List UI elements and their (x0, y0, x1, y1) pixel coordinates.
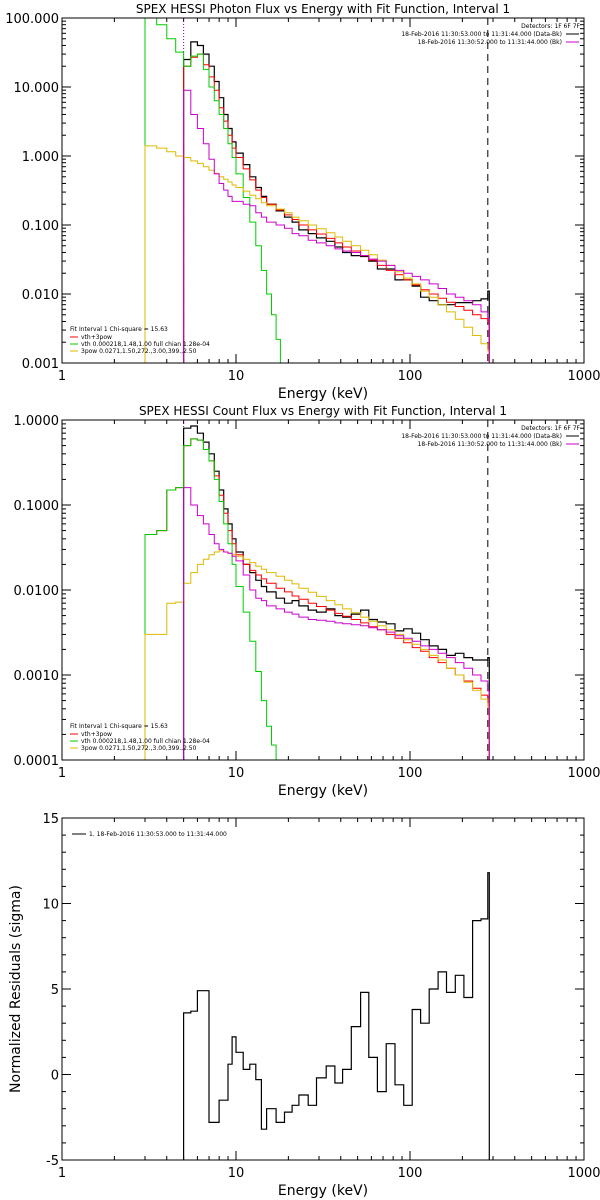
plot-frame (61, 419, 585, 761)
y-tick-label: 15 (42, 812, 59, 827)
chart-title: SPEX HESSI Photon Flux vs Energy with Fi… (136, 2, 510, 16)
y-axis-label: Normalized Residuals (sigma) (8, 885, 24, 1093)
series-vth-3pow (183, 53, 490, 363)
series-data-bk (183, 41, 490, 363)
chart-title: SPEX HESSI Count Flux vs Energy with Fit… (139, 404, 507, 418)
series-bk (183, 487, 490, 760)
top-legend-entry: 18-Feb-2016 11:30:53.000 to 11:31:44.000… (401, 433, 562, 440)
x-tick-label: 100 (398, 1166, 423, 1181)
top-legend-entry: 18-Feb-2016 11:30:52.000 to 11:31:44.000… (418, 39, 562, 46)
x-axis-label: Energy (keV) (278, 386, 368, 402)
top-legend-entry: 18-Feb-2016 11:30:52.000 to 11:31:44.000… (418, 441, 562, 448)
series-data-bk (183, 425, 490, 760)
fit-legend-header: Fit Interval 1 Chi-square = 15.63 (70, 723, 168, 730)
y-tick-label: -5 (46, 1154, 59, 1169)
detectors-label: Detectors: 1F 6F 7F (521, 425, 580, 432)
chart-panel-2: SPEX HESSI Count Flux vs Energy with Fit… (14, 404, 600, 799)
detectors-label: Detectors: 1F 6F 7F (521, 23, 580, 30)
x-tick-label: 1000 (567, 1166, 600, 1181)
y-tick-label: 0.001 (22, 357, 59, 372)
x-tick-label: 10 (228, 766, 245, 781)
fit-legend-entry: vth+3pow (81, 334, 112, 341)
y-tick-label: 10.000 (14, 81, 60, 96)
chart-panel-1: SPEX HESSI Photon Flux vs Energy with Fi… (5, 2, 600, 402)
x-tick-label: 100 (398, 766, 423, 781)
fit-legend-header: Fit Interval 1 Chi-square = 15.63 (70, 326, 168, 333)
y-tick-label: 10 (42, 898, 59, 913)
series-1-18-feb-2016-11-30-53-000-to-11-31-44-000 (183, 872, 490, 1160)
x-tick-label: 10 (228, 1166, 245, 1181)
fit-legend-entry: vth+3pow (81, 731, 112, 738)
plot-frame (61, 17, 585, 364)
y-tick-label: 5 (51, 983, 59, 998)
series-3pow (144, 145, 490, 363)
fit-legend-entry: 3pow 0.0271,1.50,272.,3.00,399.,2.50 (81, 745, 197, 752)
x-axis-label: Energy (keV) (278, 1183, 368, 1199)
fit-legend-entry: 3pow 0.0271,1.50,272.,3.00,399.,2.50 (81, 348, 197, 355)
y-tick-label: 0.100 (22, 219, 59, 234)
top-legend-entry: 18-Feb-2016 11:30:53.000 to 11:31:44.000… (401, 31, 562, 38)
data-series-group (183, 872, 490, 1160)
x-tick-label: 1000 (567, 369, 600, 384)
x-tick-label: 1 (58, 369, 66, 384)
data-series-group (144, 425, 490, 760)
y-tick-label: 1.000 (22, 150, 59, 165)
series-vth (144, 18, 282, 363)
x-tick-label: 1000 (567, 766, 600, 781)
series-vth-3pow (144, 438, 490, 760)
y-tick-label: 0.0100 (14, 584, 60, 599)
x-tick-label: 1 (58, 766, 66, 781)
chart-panel-3: 1 10 100 1000 -5 0 5 10 15 Energy (keV) Normalized… (8, 812, 600, 1199)
y-tick-label: 0.0010 (14, 669, 60, 684)
x-axis-label: Energy (keV) (278, 783, 368, 799)
residual-legend-entry: 1. 18-Feb-2016 11:30:53.000 to 11:31:44.… (89, 831, 227, 838)
x-tick-label: 100 (398, 369, 423, 384)
x-tick-label: 10 (228, 369, 245, 384)
y-tick-label: 0.1000 (14, 499, 60, 514)
y-tick-label: 1.0000 (14, 414, 60, 429)
series-3pow (144, 550, 490, 760)
y-tick-label: 0.0001 (14, 754, 60, 769)
data-series-group (144, 18, 490, 363)
y-tick-label: 100.000 (5, 12, 59, 27)
fit-legend-entry: vth 0.000218,1.48,1.00 full chian 1.28e-… (81, 738, 210, 745)
fit-legend-entry: vth 0.000218,1.48,1.00 full chian 1.28e-… (81, 341, 210, 348)
y-tick-label: 0 (51, 1069, 59, 1084)
series-bk (183, 89, 490, 363)
y-tick-label: 0.010 (22, 288, 59, 303)
x-tick-label: 1 (58, 1166, 66, 1181)
plot-frame (61, 817, 585, 1161)
series-vth (144, 438, 282, 760)
